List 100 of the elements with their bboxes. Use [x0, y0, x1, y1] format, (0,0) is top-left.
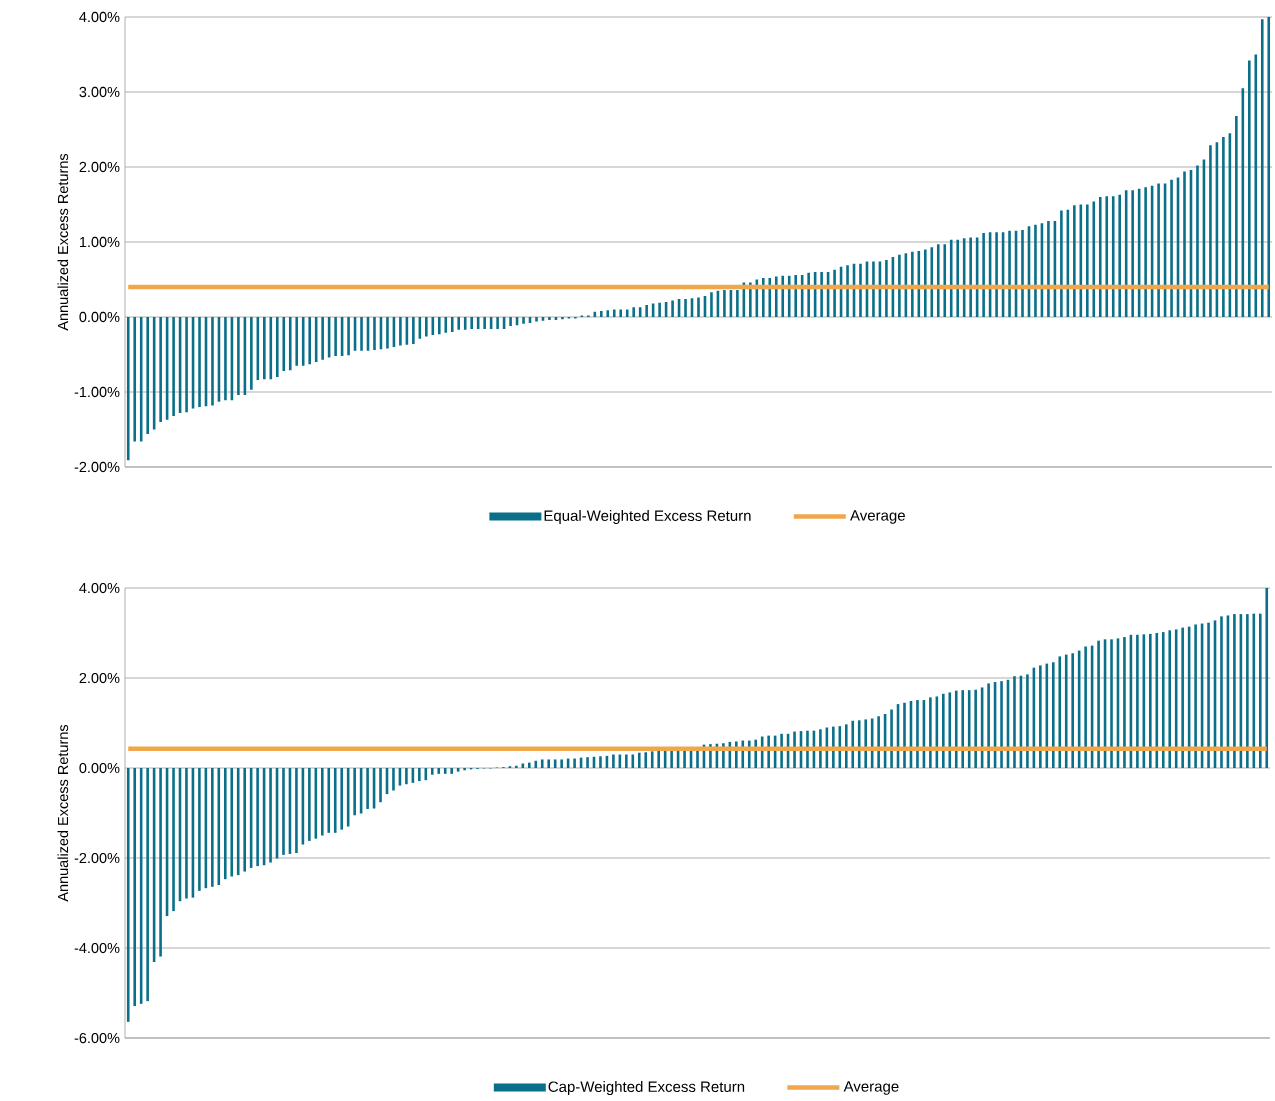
- y-tick-label: 0.00%: [79, 311, 120, 323]
- bar: [236, 768, 240, 876]
- bar: [684, 299, 687, 317]
- bar: [846, 265, 849, 317]
- bar: [535, 317, 538, 322]
- bar: [697, 297, 700, 317]
- y-tick-label: -1.00%: [74, 386, 120, 398]
- bar: [586, 757, 589, 769]
- bar: [710, 292, 713, 317]
- bar: [911, 251, 914, 317]
- bar: [256, 768, 259, 867]
- bar: [924, 249, 927, 317]
- bar: [599, 311, 603, 317]
- y-tick-label: 1.00%: [79, 236, 120, 248]
- bar: [877, 716, 880, 769]
- bar: [340, 768, 344, 830]
- bar: [1092, 201, 1096, 317]
- bar: [211, 317, 214, 406]
- y-axis-title: Annualized Excess Returns: [57, 724, 69, 902]
- bar: [321, 317, 324, 360]
- bar: [126, 768, 130, 1022]
- bar: [1220, 616, 1223, 769]
- bar: [1260, 19, 1264, 317]
- bar: [1233, 614, 1236, 769]
- bar: [126, 317, 130, 461]
- bar: [509, 317, 512, 326]
- bar: [1086, 204, 1089, 317]
- bar: [301, 317, 305, 366]
- bar: [1097, 640, 1100, 769]
- bar: [942, 693, 945, 769]
- bar: [1000, 681, 1003, 769]
- bar: [929, 697, 932, 769]
- bar: [807, 272, 810, 317]
- bar: [1084, 646, 1087, 769]
- bar: [657, 750, 660, 769]
- bar: [995, 232, 998, 317]
- bar: [1110, 639, 1113, 769]
- bar: [1209, 145, 1212, 317]
- bar: [859, 263, 862, 317]
- bar: [625, 309, 629, 317]
- bar: [787, 275, 791, 317]
- bar: [430, 768, 434, 775]
- bar: [1168, 630, 1172, 769]
- bar: [1144, 187, 1147, 317]
- bar: [223, 768, 227, 880]
- y-tick-label: 2.00%: [79, 161, 120, 173]
- bar: [1170, 179, 1173, 317]
- bar: [548, 317, 551, 320]
- bar: [1149, 633, 1152, 769]
- bar: [916, 700, 919, 769]
- bar: [1008, 230, 1011, 317]
- bar: [644, 752, 648, 769]
- bar: [392, 768, 395, 791]
- bar: [885, 260, 888, 317]
- bar: [650, 751, 654, 769]
- bar: [1222, 137, 1225, 317]
- bar: [366, 768, 369, 809]
- bar: [1013, 676, 1016, 769]
- bar: [263, 317, 266, 380]
- bar: [872, 261, 875, 317]
- bar: [282, 768, 285, 855]
- bar: [224, 317, 227, 401]
- y-tick-label: 4.00%: [79, 582, 120, 594]
- bar: [736, 290, 739, 317]
- bar: [1265, 588, 1269, 769]
- bar: [133, 317, 137, 442]
- bar: [250, 317, 253, 390]
- bar: [1267, 17, 1271, 317]
- y-tick-label: 3.00%: [79, 86, 120, 98]
- bar: [1155, 633, 1159, 769]
- y-tick-label: -2.00%: [74, 461, 120, 473]
- bar: [982, 233, 985, 317]
- bar: [606, 310, 610, 317]
- bar: [1258, 613, 1262, 769]
- bar: [146, 768, 149, 1002]
- y-axis-title: Annualized Excess Returns: [57, 153, 69, 331]
- bar: [637, 752, 641, 769]
- bar: [1235, 116, 1238, 317]
- bar: [1026, 674, 1029, 769]
- bar: [1071, 653, 1074, 769]
- legend-label: Cap-Weighted Excess Return: [548, 1080, 745, 1095]
- bar: [1207, 622, 1210, 769]
- bar: [198, 768, 201, 891]
- bar: [936, 244, 940, 317]
- bar: [903, 702, 906, 769]
- bar: [308, 768, 311, 841]
- bar: [172, 768, 175, 912]
- bar: [844, 724, 848, 769]
- bar: [573, 758, 576, 769]
- bar: [612, 309, 616, 317]
- bar: [483, 317, 486, 329]
- bar: [185, 317, 188, 413]
- bar: [632, 307, 635, 317]
- bar: [139, 317, 143, 442]
- bar: [954, 690, 958, 769]
- bar: [146, 317, 149, 434]
- bar: [1058, 656, 1062, 769]
- bar: [1196, 165, 1199, 317]
- bar: [399, 317, 402, 346]
- bar: [723, 290, 726, 317]
